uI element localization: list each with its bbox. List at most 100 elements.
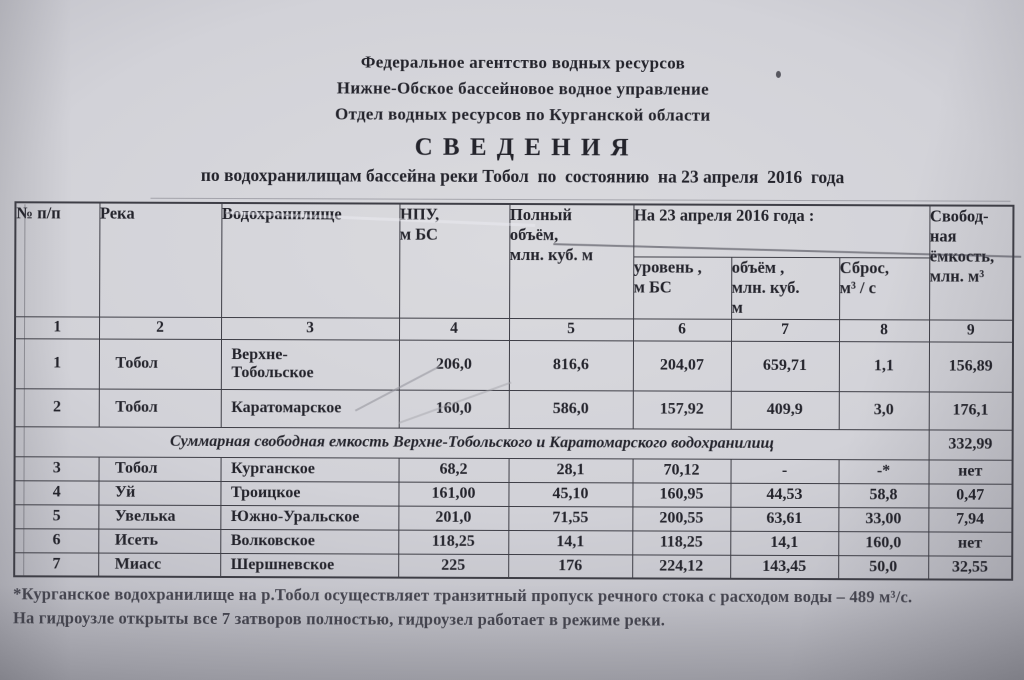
org-line-2: Нижне-Обское бассейновое водное управлен… <box>336 78 709 99</box>
col-number: 7 <box>730 318 840 342</box>
cell-npu: 161,00 <box>398 481 509 506</box>
col-header-npu: НПУ, м БС <box>399 203 510 318</box>
cell-npu: 160,0 <box>398 389 509 428</box>
col-number: 2 <box>99 316 222 339</box>
cell-river: Миасс <box>98 552 221 577</box>
cell-level: 118,25 <box>632 530 731 555</box>
cell-free-capacity: 32,55 <box>928 555 1013 580</box>
col-number: 1 <box>15 316 100 339</box>
cell-level: 70,12 <box>632 458 731 483</box>
cell-discharge: 33,00 <box>838 507 929 532</box>
col-number: 8 <box>838 319 930 342</box>
cell-volume: 44,53 <box>730 482 839 508</box>
cell-volume: 63,61 <box>730 506 839 532</box>
table-row: 7 Миасс Шершневское 225 176 224,12 143,4… <box>14 552 1013 580</box>
cell-full-volume: 586,0 <box>508 389 633 429</box>
cell-discharge: 160,0 <box>838 531 929 556</box>
col-number: 4 <box>399 317 510 340</box>
cell-free-capacity: нет <box>928 531 1013 556</box>
table-row: 4 Уй Троицкое 161,00 45,10 160,95 44,53 … <box>14 480 1013 508</box>
col-header-river: Река <box>99 202 222 317</box>
table-row: 5 Увелька Южно-Уральское 201,0 71,55 200… <box>14 504 1013 532</box>
cell-npu: 201,0 <box>398 505 509 530</box>
cell-num: 4 <box>14 480 99 505</box>
summary-row: Суммарная свободная емкость Верхне-Тобол… <box>14 426 1013 460</box>
cell-num: 2 <box>14 388 99 427</box>
cell-reservoir: Южно-Уральское <box>220 504 399 530</box>
col-number: 3 <box>221 316 400 340</box>
cell-reservoir: Троицкое <box>220 480 399 506</box>
col-header-date-group: На 23 апреля 2016 года : <box>633 204 930 258</box>
cell-level: 224,12 <box>632 554 731 579</box>
col-header-free-capacity: Свобод- ная ёмкость, млн. м³ <box>929 205 1014 320</box>
footnote-line-2: На гидроузле открыты все 7 затворов полн… <box>12 608 666 630</box>
cell-discharge: 1,1 <box>838 341 930 392</box>
cell-reservoir: Волковское <box>220 528 399 554</box>
cell-npu: 68,2 <box>398 457 509 482</box>
table-row: 2 Тобол Каратомарское 160,0 586,0 157,92… <box>14 388 1013 430</box>
cell-river: Тобол <box>98 338 222 389</box>
col-header-full-volume: Полный объём, млн. куб. м <box>509 203 634 319</box>
org-header: Федеральное агентство водных ресурсов Ни… <box>21 48 1024 130</box>
cell-num: 5 <box>14 504 99 529</box>
cell-free-capacity: нет <box>928 459 1013 484</box>
cell-level: 200,55 <box>632 506 731 531</box>
col-header-level: уровень , м БС <box>633 256 732 319</box>
org-line-3: Отдел водных ресурсов по Курганской обла… <box>334 104 711 125</box>
cell-free-capacity: 0,47 <box>928 483 1013 508</box>
cell-free-capacity: 176,1 <box>928 391 1013 430</box>
cell-full-volume: 816,6 <box>508 339 633 391</box>
cell-num: 1 <box>14 338 100 389</box>
cell-volume: 14,1 <box>730 530 839 556</box>
reservoir-table: № п/п Река Водохранилище НПУ, м БС Полны… <box>13 201 1015 581</box>
cell-full-volume: 176 <box>508 553 633 579</box>
cell-num: 6 <box>14 528 99 553</box>
cell-level: 160,95 <box>632 482 731 507</box>
cell-volume: 143,45 <box>730 554 839 580</box>
cell-level: 157,92 <box>632 390 731 429</box>
footnote: *Курганское водохранилище на р.Тобол осу… <box>13 582 1017 633</box>
cell-volume: - <box>730 458 839 484</box>
cell-npu: 206,0 <box>398 339 510 390</box>
cell-reservoir: Курганское <box>220 456 399 482</box>
cell-river: Тобол <box>98 456 221 481</box>
page-title: С В Е Д Е Н И Я <box>414 133 631 162</box>
col-header-discharge: Сброс, м³ / с <box>839 257 930 320</box>
cell-free-capacity: 7,94 <box>928 507 1013 532</box>
cell-reservoir: Верхне- Тобольское <box>220 338 400 390</box>
col-number: 5 <box>509 317 634 341</box>
table-row: 1 Тобол Верхне- Тобольское 206,0 816,6 2… <box>14 338 1014 392</box>
org-line-1: Федеральное агентство водных ресурсов <box>360 52 686 73</box>
cell-full-volume: 45,10 <box>508 481 633 507</box>
cell-discharge: 58,8 <box>838 483 929 508</box>
cell-npu: 225 <box>398 553 509 578</box>
table-row: 3 Тобол Курганское 68,2 28,1 70,12 - -* … <box>14 456 1013 484</box>
col-header-num: № п/п <box>15 202 100 317</box>
summary-value: 332,99 <box>928 429 1013 460</box>
cell-discharge: -* <box>838 459 929 484</box>
cell-num: 3 <box>14 456 99 481</box>
cell-discharge: 50,0 <box>838 555 929 580</box>
cell-volume: 659,71 <box>730 340 839 392</box>
cell-river: Исеть <box>98 528 221 553</box>
col-header-reservoir: Водохранилище <box>221 202 400 318</box>
cell-full-volume: 14,1 <box>508 529 633 555</box>
col-number: 9 <box>929 319 1014 342</box>
footnote-line-1: *Курганское водохранилище на р.Тобол осу… <box>13 584 913 607</box>
cell-river: Уй <box>98 480 221 505</box>
cell-river: Увелька <box>98 504 221 529</box>
cell-npu: 118,25 <box>398 529 509 554</box>
page-subtitle: по водохранилищам бассейна реки Тобол по… <box>200 164 845 188</box>
cell-num: 7 <box>14 552 99 577</box>
header-row-top: № п/п Река Водохранилище НПУ, м БС Полны… <box>15 202 1014 320</box>
cell-reservoir: Шершневское <box>220 552 399 578</box>
table-row: 6 Исеть Волковское 118,25 14,1 118,25 14… <box>14 528 1013 556</box>
cell-full-volume: 71,55 <box>508 505 633 531</box>
cell-river: Тобол <box>98 388 221 427</box>
double-rule-artifact <box>150 197 1011 202</box>
col-number: 6 <box>632 318 732 341</box>
cell-discharge: 3,0 <box>838 391 929 430</box>
cell-volume: 409,9 <box>730 390 839 430</box>
summary-label: Суммарная свободная емкость Верхне-Тобол… <box>14 426 929 460</box>
